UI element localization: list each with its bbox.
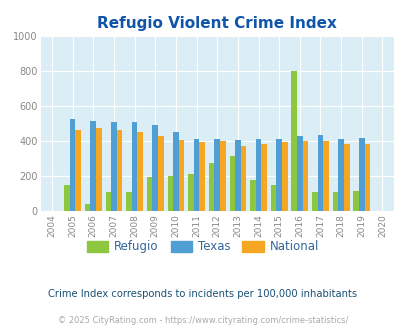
- Bar: [358, 138, 364, 211]
- Bar: [208, 163, 214, 211]
- Bar: [296, 136, 302, 211]
- Bar: [132, 122, 137, 211]
- Legend: Refugio, Texas, National: Refugio, Texas, National: [82, 236, 323, 258]
- Bar: [234, 140, 240, 211]
- Bar: [111, 122, 116, 211]
- Bar: [173, 132, 178, 211]
- Bar: [105, 192, 111, 211]
- Bar: [332, 192, 337, 211]
- Bar: [167, 176, 173, 211]
- Bar: [116, 130, 122, 211]
- Bar: [255, 140, 261, 211]
- Bar: [353, 191, 358, 211]
- Text: Crime Index corresponds to incidents per 100,000 inhabitants: Crime Index corresponds to incidents per…: [48, 289, 357, 299]
- Bar: [261, 144, 266, 211]
- Bar: [152, 125, 158, 211]
- Title: Refugio Violent Crime Index: Refugio Violent Crime Index: [97, 16, 336, 31]
- Bar: [126, 192, 132, 211]
- Bar: [317, 135, 322, 211]
- Bar: [337, 139, 343, 211]
- Bar: [70, 118, 75, 211]
- Bar: [193, 140, 199, 211]
- Bar: [302, 141, 307, 211]
- Bar: [229, 156, 234, 211]
- Bar: [90, 121, 96, 211]
- Bar: [85, 204, 90, 211]
- Bar: [276, 139, 281, 211]
- Bar: [281, 142, 287, 211]
- Bar: [137, 132, 143, 211]
- Bar: [311, 192, 317, 211]
- Bar: [291, 71, 296, 211]
- Bar: [96, 128, 101, 211]
- Bar: [343, 144, 349, 211]
- Bar: [240, 146, 245, 211]
- Bar: [364, 144, 369, 211]
- Bar: [220, 141, 225, 211]
- Bar: [249, 180, 255, 211]
- Bar: [147, 177, 152, 211]
- Bar: [199, 142, 205, 211]
- Bar: [214, 140, 220, 211]
- Bar: [64, 185, 70, 211]
- Bar: [188, 175, 193, 211]
- Bar: [322, 141, 328, 211]
- Bar: [178, 140, 184, 211]
- Bar: [75, 130, 81, 211]
- Bar: [158, 136, 163, 211]
- Bar: [270, 185, 276, 211]
- Text: © 2025 CityRating.com - https://www.cityrating.com/crime-statistics/: © 2025 CityRating.com - https://www.city…: [58, 316, 347, 325]
